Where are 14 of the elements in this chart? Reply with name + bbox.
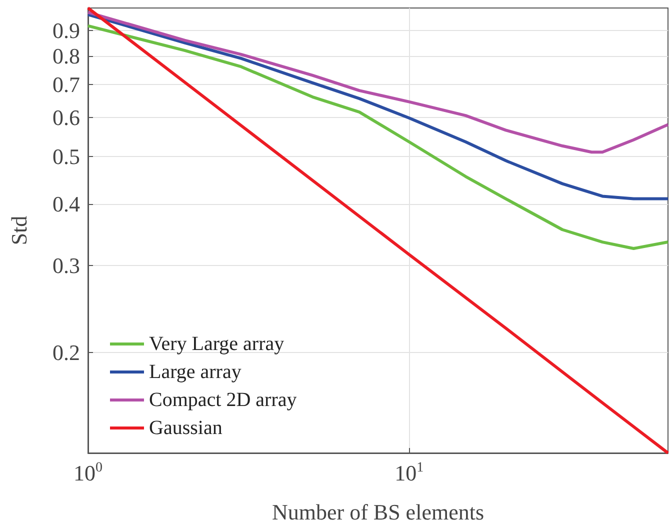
y-tick-label: 0.6 (52, 104, 80, 130)
y-tick-label: 0.3 (52, 253, 80, 278)
y-tick-label: 0.2 (52, 340, 80, 365)
y-tick-label: 0.9 (52, 18, 80, 44)
y-tick-label: 0.4 (52, 192, 80, 217)
y-tick-label: 0.5 (52, 144, 80, 169)
y-axis-title: Std (6, 216, 32, 246)
legend-label: Very Large array (149, 333, 284, 355)
x-axis-title: Number of BS elements (272, 500, 484, 524)
legend-label: Gaussian (149, 417, 222, 439)
legend-label: Compact 2D array (149, 389, 297, 411)
y-tick-label: 0.7 (52, 72, 80, 97)
legend-label: Large array (149, 361, 242, 383)
y-tick-label: 0.8 (52, 43, 80, 68)
